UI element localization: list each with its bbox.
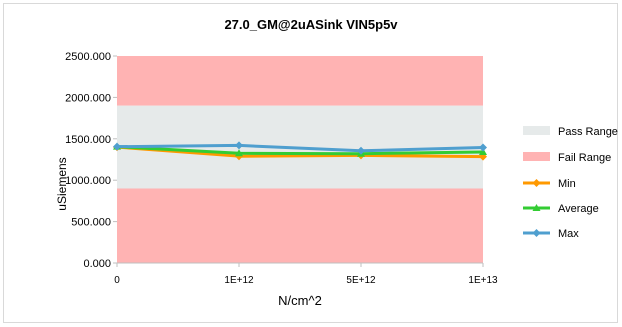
axes: 0.000 500.000 1000.000 1500.000 2000.000 2500… [65,51,498,286]
y-tick-label: 0.000 [83,258,111,270]
series-point-average [235,149,243,157]
chart-title: 27.0_GM@2uASink VIN5p5v [224,17,398,32]
x-tick-label: 1E+12 [224,275,254,286]
y-tick-label: 1000.000 [65,175,111,187]
legend-marker-min [532,179,541,187]
series-point-max [113,142,121,151]
legend-marker-max [532,229,541,237]
x-tick-label: 5E+12 [346,275,376,286]
series-point-average [479,148,487,156]
series-line-average [116,145,484,156]
x-tick-label: 0 [114,275,120,286]
legend-marker-average [532,204,541,211]
legend-label: Pass Range [558,126,618,138]
y-tick-label: 1500.000 [65,134,111,146]
y-tick-label: 500.000 [71,217,111,229]
legend-label: Max [558,228,579,240]
legend: Pass Range Fail Range Min Average Max [523,126,618,240]
series-line-max [116,143,484,153]
fail-range-band-0 [117,188,483,263]
series-group [113,141,487,161]
y-axis-label: uSiemens [55,157,69,210]
series-line-min [116,145,484,159]
legend-swatch-fail-range [523,152,550,161]
legend-label: Average [558,203,599,215]
legend-label: Min [558,178,576,190]
y-tick-label: 2500.000 [65,51,111,63]
y-tick-label: 2000.000 [65,92,111,104]
x-axis-label: N/cm^2 [278,293,322,308]
series-point-max [479,143,487,152]
range-bands [117,56,483,263]
series-point-max [235,141,243,150]
fail-range-band-1 [117,56,483,106]
legend-label: Fail Range [558,152,611,164]
series-point-max [357,146,365,155]
legend-swatch-pass-range [523,126,550,135]
x-tick-label: 1E+13 [468,275,498,286]
